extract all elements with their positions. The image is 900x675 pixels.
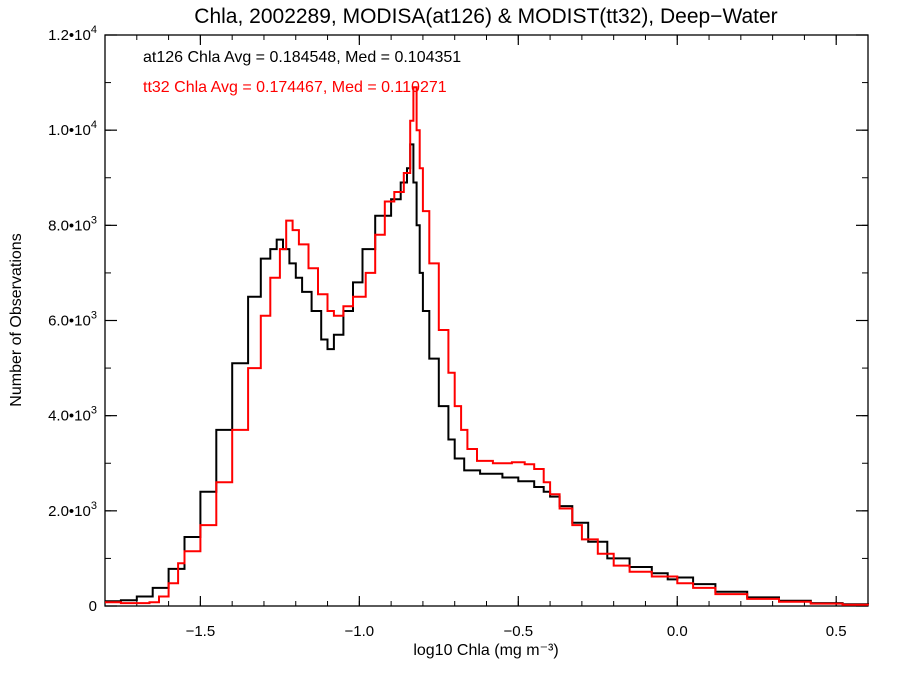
y-tick-mantissa: 2.0•10	[48, 503, 91, 520]
y-tick-mantissa: 4.0•10	[48, 408, 91, 425]
plot-frame	[104, 34, 869, 607]
chart-title: Chla, 2002289, MODISA(at126) & MODIST(tt…	[194, 5, 777, 28]
series-tt32-line	[105, 86, 869, 606]
y-tick-exponent: 4	[91, 119, 97, 131]
x-tick-label: 0.5	[826, 623, 847, 640]
y-tick-label: 1.2•104	[48, 24, 97, 44]
x-tick-label: 0.0	[667, 623, 688, 640]
y-tick-label: 4.0•103	[48, 405, 97, 425]
stats-annotation-tt32: tt32 Chla Avg = 0.174467, Med = 0.110271	[143, 79, 447, 96]
y-axis-label: Number of Observations	[8, 233, 25, 406]
y-tick-exponent: 4	[91, 24, 97, 36]
y-tick-exponent: 3	[91, 310, 97, 322]
y-tick-label: 6.0•103	[48, 310, 97, 330]
x-tick-label: −1.0	[345, 623, 375, 640]
y-tick-exponent: 3	[91, 500, 97, 512]
y-tick-label: 8.0•103	[48, 214, 97, 234]
x-axis-label: log10 Chla (mg m⁻³)	[413, 642, 558, 659]
x-tick-label: −1.5	[186, 623, 216, 640]
y-tick-mantissa: 6.0•10	[48, 313, 91, 330]
series-layer	[105, 86, 869, 606]
y-tick-mantissa: 0	[89, 598, 97, 615]
y-tick-mantissa: 8.0•10	[48, 217, 91, 234]
series-at126-line	[105, 143, 869, 606]
y-axis: 02.0•1034.0•1036.0•1038.0•1031.0•1041.2•…	[48, 24, 868, 615]
stats-annotation-at126: at126 Chla Avg = 0.184548, Med = 0.10435…	[143, 49, 461, 66]
x-tick-label: −0.5	[503, 623, 533, 640]
y-tick-mantissa: 1.2•10	[48, 27, 91, 44]
y-tick-exponent: 3	[91, 214, 97, 226]
y-tick-label: 2.0•103	[48, 500, 97, 520]
y-tick-mantissa: 1.0•10	[48, 122, 91, 139]
y-tick-label: 1.0•104	[48, 119, 97, 139]
x-axis: −1.5 −1.0 −0.5 0.0 0.5	[104, 35, 869, 640]
y-tick-exponent: 3	[91, 405, 97, 417]
y-tick-label: 0	[89, 598, 97, 615]
